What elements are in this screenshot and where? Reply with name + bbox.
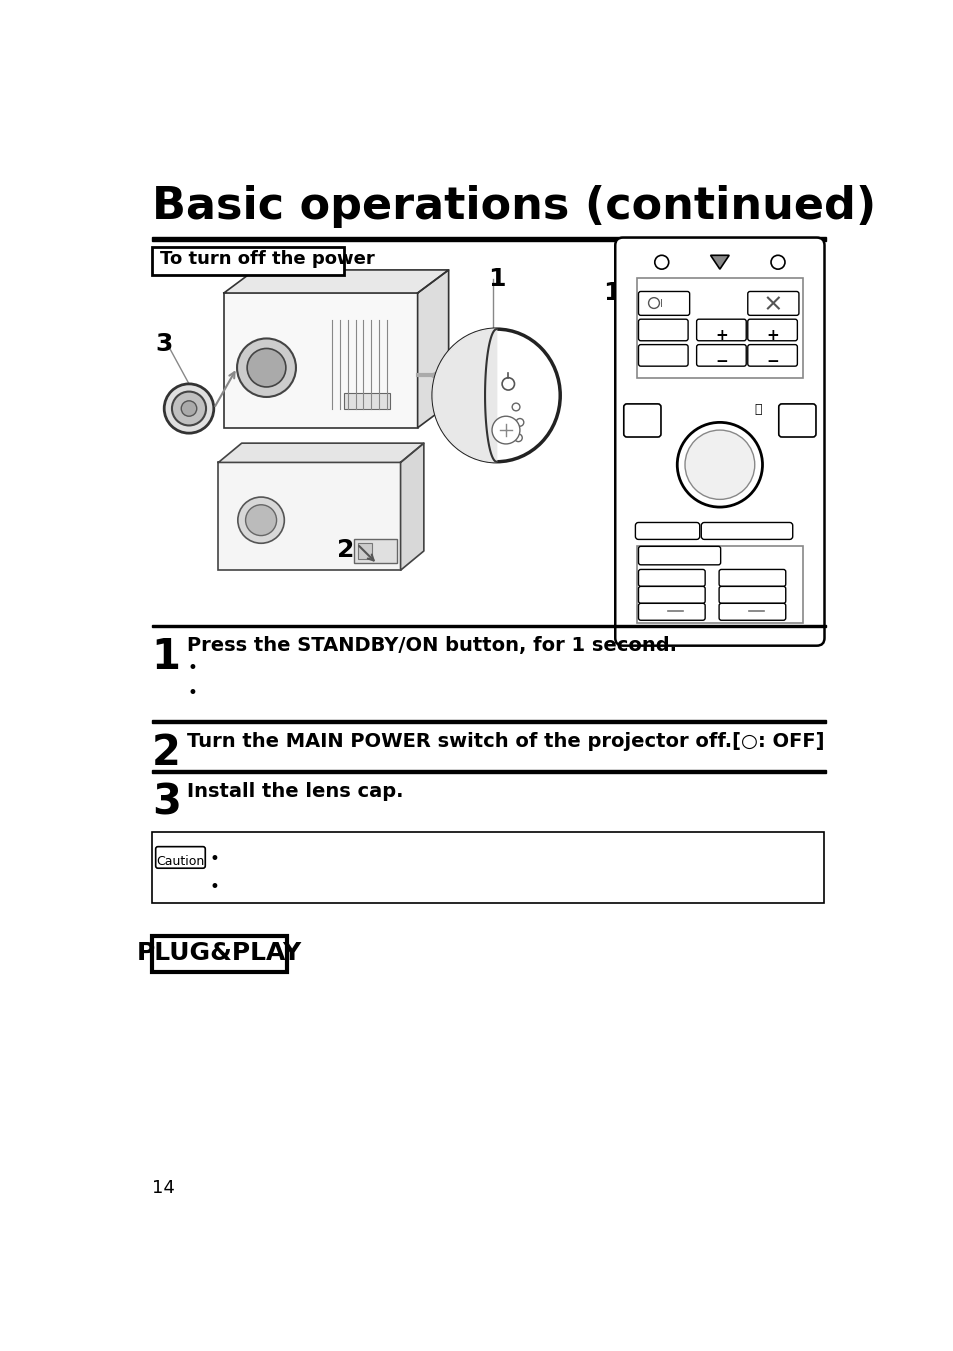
FancyBboxPatch shape bbox=[638, 570, 704, 586]
Text: I: I bbox=[659, 299, 662, 309]
FancyBboxPatch shape bbox=[635, 523, 699, 539]
FancyBboxPatch shape bbox=[719, 570, 785, 586]
Circle shape bbox=[654, 255, 668, 269]
Text: •: • bbox=[187, 659, 197, 677]
Circle shape bbox=[164, 384, 213, 434]
FancyBboxPatch shape bbox=[747, 319, 797, 340]
Text: 14: 14 bbox=[152, 1178, 174, 1197]
FancyBboxPatch shape bbox=[623, 404, 660, 436]
Polygon shape bbox=[433, 330, 497, 462]
Polygon shape bbox=[400, 443, 423, 570]
Circle shape bbox=[512, 403, 519, 411]
FancyBboxPatch shape bbox=[638, 546, 720, 565]
FancyBboxPatch shape bbox=[638, 345, 687, 366]
FancyBboxPatch shape bbox=[638, 319, 687, 340]
Text: +: + bbox=[715, 328, 727, 343]
Circle shape bbox=[770, 255, 784, 269]
Bar bbox=[152, 720, 825, 723]
Text: •: • bbox=[187, 684, 197, 703]
FancyBboxPatch shape bbox=[719, 604, 785, 620]
Text: 1: 1 bbox=[487, 267, 505, 290]
Polygon shape bbox=[218, 443, 423, 462]
Circle shape bbox=[514, 434, 521, 442]
Polygon shape bbox=[710, 255, 728, 269]
Text: Caution: Caution bbox=[156, 855, 204, 869]
Circle shape bbox=[172, 392, 206, 426]
FancyBboxPatch shape bbox=[747, 345, 797, 366]
Text: Basic operations (continued): Basic operations (continued) bbox=[152, 185, 875, 228]
Polygon shape bbox=[417, 270, 448, 428]
Bar bbox=[224, 293, 417, 428]
Text: 2: 2 bbox=[152, 732, 180, 774]
Text: +: + bbox=[765, 328, 779, 343]
FancyBboxPatch shape bbox=[696, 345, 745, 366]
Bar bbox=[637, 546, 802, 623]
FancyBboxPatch shape bbox=[700, 523, 792, 539]
Text: •: • bbox=[209, 851, 219, 869]
Text: To turn off the power: To turn off the power bbox=[159, 250, 374, 267]
Bar bbox=[152, 770, 825, 773]
Text: Press the STANDBY/ON button, for 1 second.: Press the STANDBY/ON button, for 1 secon… bbox=[187, 636, 677, 655]
Ellipse shape bbox=[433, 330, 559, 462]
Text: 3: 3 bbox=[155, 331, 172, 355]
FancyBboxPatch shape bbox=[155, 847, 205, 869]
Text: 1: 1 bbox=[602, 281, 620, 305]
Bar bbox=[152, 832, 823, 902]
FancyBboxPatch shape bbox=[615, 238, 823, 646]
Circle shape bbox=[677, 423, 761, 507]
Text: Ⓟ: Ⓟ bbox=[754, 403, 761, 416]
Bar bbox=[152, 247, 344, 274]
FancyBboxPatch shape bbox=[778, 404, 815, 436]
Circle shape bbox=[181, 401, 196, 416]
Bar bbox=[344, 393, 390, 408]
FancyBboxPatch shape bbox=[638, 604, 704, 620]
Circle shape bbox=[245, 505, 276, 535]
Circle shape bbox=[684, 430, 754, 500]
Circle shape bbox=[236, 339, 295, 397]
Text: Turn the MAIN POWER switch of the projector off.[○: OFF]: Turn the MAIN POWER switch of the projec… bbox=[187, 732, 824, 751]
Polygon shape bbox=[224, 270, 448, 293]
Circle shape bbox=[516, 419, 523, 426]
Bar bbox=[637, 277, 802, 378]
Bar bbox=[218, 462, 400, 570]
Bar bbox=[357, 543, 372, 559]
Text: Install the lens cap.: Install the lens cap. bbox=[187, 782, 403, 801]
FancyBboxPatch shape bbox=[638, 292, 689, 315]
FancyBboxPatch shape bbox=[696, 319, 745, 340]
Text: •: • bbox=[209, 878, 219, 896]
Circle shape bbox=[492, 416, 519, 444]
Text: −: − bbox=[715, 354, 727, 369]
FancyBboxPatch shape bbox=[719, 586, 785, 604]
FancyBboxPatch shape bbox=[747, 292, 798, 315]
Text: 3: 3 bbox=[152, 782, 181, 824]
Text: −: − bbox=[765, 354, 779, 369]
Text: PLUG&PLAY: PLUG&PLAY bbox=[136, 940, 301, 965]
Circle shape bbox=[247, 349, 286, 386]
Bar bbox=[152, 236, 825, 240]
Bar bbox=[354, 539, 396, 562]
Text: 1: 1 bbox=[152, 636, 181, 678]
Circle shape bbox=[237, 497, 284, 543]
Bar bbox=[152, 936, 287, 973]
Text: 2: 2 bbox=[336, 538, 354, 562]
FancyBboxPatch shape bbox=[638, 586, 704, 604]
Bar bbox=[152, 626, 825, 627]
